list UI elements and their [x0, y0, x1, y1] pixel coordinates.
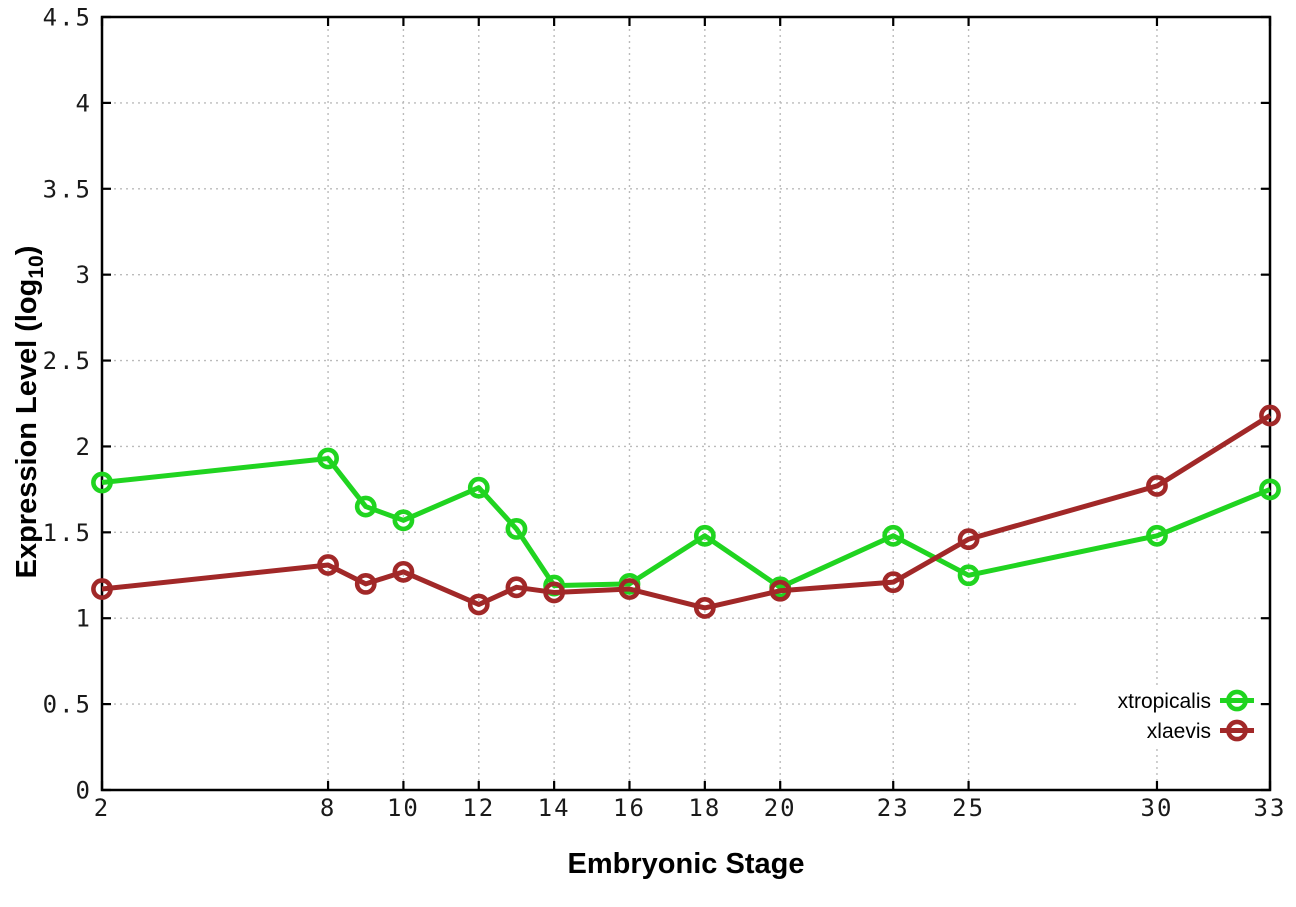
data-point-xlaevis: [392, 560, 415, 583]
data-point-xlaevis: [543, 581, 566, 604]
y-tick-label: 0: [76, 777, 92, 805]
data-point-xlaevis: [1259, 404, 1281, 427]
x-axis-title: Embryonic Stage: [568, 848, 805, 880]
data-point-xlaevis: [91, 578, 113, 600]
x-tick-label: 16: [613, 794, 646, 822]
x-tick-label: 30: [1141, 794, 1174, 822]
data-point-xlaevis: [882, 571, 905, 594]
data-point-xtropicalis: [1259, 478, 1281, 501]
data-point-xtropicalis: [91, 471, 113, 494]
legend-marker-xtropicalis-circle-icon: [1226, 689, 1248, 712]
y-tick-label: 2: [76, 433, 92, 461]
data-point-xlaevis: [957, 528, 980, 551]
y-tick-label: 4.5: [43, 4, 92, 32]
data-point-xlaevis: [354, 572, 377, 595]
data-point-xtropicalis: [467, 476, 490, 499]
data-point-xlaevis: [769, 579, 792, 602]
x-tick-label: 10: [387, 794, 420, 822]
data-point-xlaevis: [1146, 475, 1168, 497]
data-point-xlaevis: [505, 576, 528, 599]
data-point-xtropicalis: [1146, 524, 1168, 547]
plot-frame: [100, 15, 1272, 792]
data-point-xlaevis: [693, 597, 716, 619]
data-point-xtropicalis: [505, 517, 528, 540]
data-point-xtropicalis: [317, 447, 339, 470]
y-tick-label: 1: [76, 605, 92, 633]
data-point-xtropicalis: [957, 564, 980, 587]
y-tick-label: 3.5: [43, 175, 92, 203]
y-tick-label: 2.5: [43, 347, 92, 375]
y-axis-title: Expression Level (log10): [11, 246, 48, 579]
data-point-xlaevis: [618, 578, 641, 600]
y-tick-label: 1.5: [43, 519, 92, 547]
data-point-xlaevis: [317, 554, 339, 576]
legend-label-xlaevis: xlaevis: [1147, 720, 1211, 743]
x-tick-label: 14: [538, 794, 571, 822]
legend-label-xtropicalis: xtropicalis: [1118, 690, 1211, 713]
x-tick-label: 20: [764, 794, 797, 822]
x-tick-label: 25: [952, 794, 985, 822]
x-tick-label: 33: [1254, 794, 1287, 822]
x-tick-label: 8: [320, 794, 336, 822]
x-tick-label: 23: [877, 794, 910, 822]
x-tick-label: 18: [688, 794, 721, 822]
y-tick-label: 0.5: [43, 691, 92, 719]
data-point-xtropicalis: [882, 524, 905, 547]
x-tick-label: 12: [462, 794, 495, 822]
data-point-xlaevis: [467, 593, 490, 616]
y-tick-label: 3: [76, 261, 92, 289]
x-tick-label: 2: [94, 794, 110, 822]
y-tick-label: 4: [76, 89, 92, 117]
data-point-xtropicalis: [392, 509, 415, 532]
data-point-xtropicalis: [354, 495, 377, 518]
legend-marker-xlaevis-circle-icon: [1226, 719, 1248, 742]
data-point-xtropicalis: [693, 524, 716, 547]
